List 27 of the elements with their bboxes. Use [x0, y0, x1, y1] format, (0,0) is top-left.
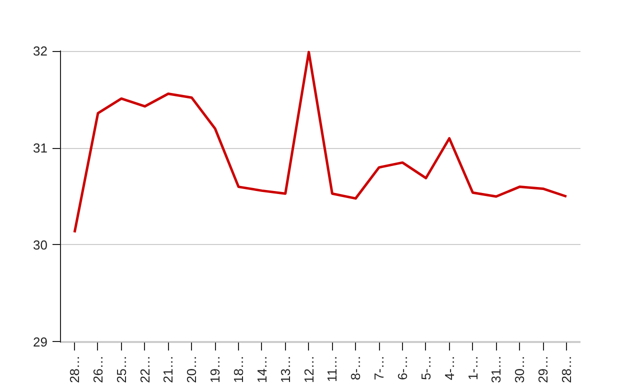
x-tick-label: 6-…: [394, 355, 410, 380]
x-tick-label: 31…: [488, 355, 504, 383]
x-tick-label: 28…: [558, 355, 574, 383]
x-tick-label: 8-…: [348, 355, 364, 380]
x-tick-label: 30…: [512, 355, 528, 383]
x-tick-label: 25…: [114, 355, 129, 383]
y-tick-label: 32: [33, 44, 48, 59]
y-tick-label: 30: [33, 237, 48, 252]
x-tick-label: 18…: [231, 355, 246, 383]
x-tick-label: 19…: [208, 355, 223, 383]
x-tick-label: 28…: [67, 355, 82, 383]
x-tick-label: 12…: [301, 355, 316, 383]
x-tick-label: 11…: [324, 355, 340, 382]
x-tick-label: 22…: [137, 355, 152, 383]
x-tick-label: 4-…: [442, 355, 457, 380]
x-tick-label: 14…: [254, 355, 270, 383]
x-tick-label: 29…: [536, 355, 551, 383]
x-tick-label: 26…: [90, 355, 106, 383]
x-tick-label: 21…: [160, 355, 176, 383]
x-tick-label: 20…: [184, 355, 200, 383]
line-series: [73, 50, 568, 234]
y-tick-label: 31: [33, 140, 48, 156]
y-tick-label: 29: [33, 334, 48, 350]
x-tick-label: 7-…: [372, 355, 387, 380]
x-tick-label: 13…: [278, 355, 293, 383]
x-tick-label: 5-…: [418, 355, 434, 380]
x-tick-label: 1-…: [465, 355, 480, 380]
